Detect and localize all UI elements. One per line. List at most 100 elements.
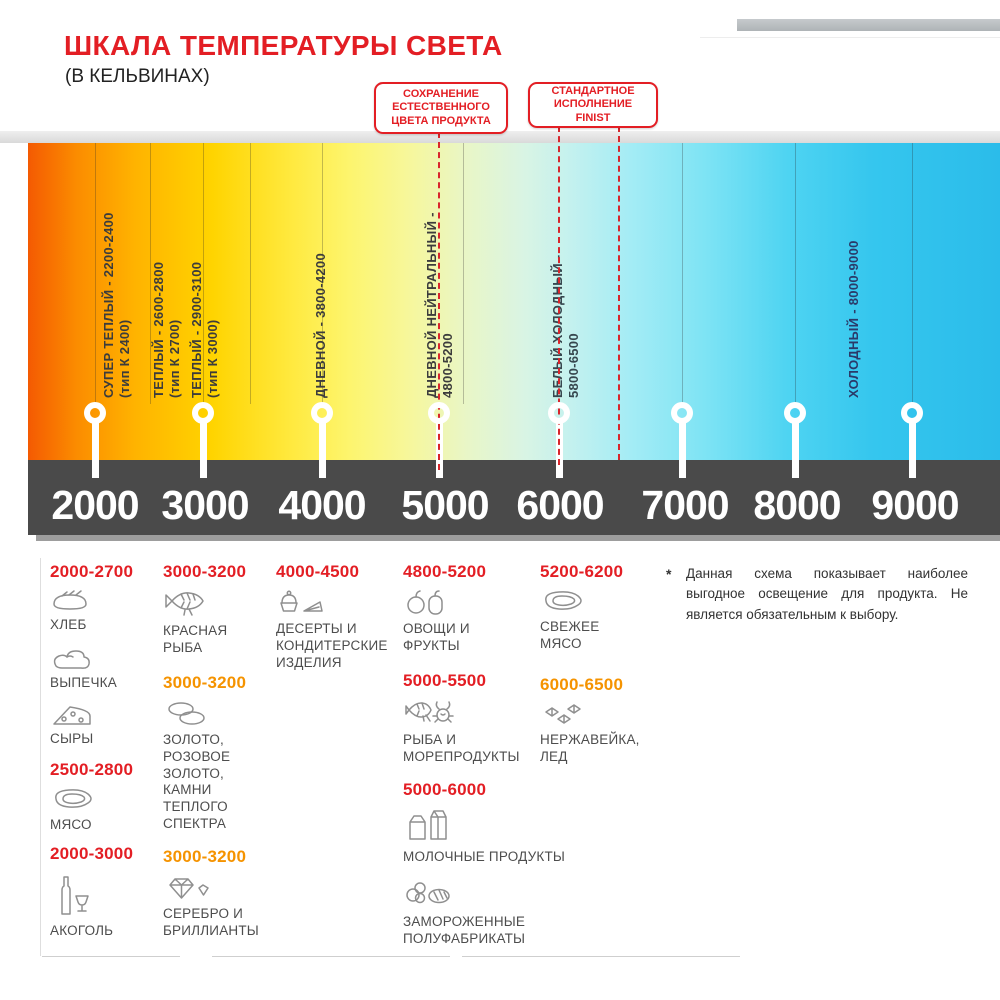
grid-line <box>203 143 204 404</box>
legend-entry: СВЕЖЕЕ МЯСО <box>540 586 665 653</box>
temp-range: 5000-6000 <box>403 779 487 799</box>
scale-pin <box>311 402 333 424</box>
legend-entry: ДЕСЕРТЫ И КОНДИТЕРСКИЕ ИЗДЕЛИЯ <box>276 586 398 672</box>
kelvin-tick-7000: 7000 <box>641 482 729 528</box>
legend-entry: МЯСО <box>50 784 156 834</box>
dairy-icon <box>409 809 447 840</box>
kelvin-scale-bar <box>28 460 1000 535</box>
legend-entry: 6000-6500 <box>540 675 665 695</box>
bottom-edge-line <box>462 956 740 957</box>
dashed-line-finist-left <box>558 126 560 465</box>
kelvin-bar-shadow <box>36 535 1000 541</box>
fresh-meat-icon <box>545 591 582 610</box>
legend-entry: 5000-6000 <box>403 780 588 800</box>
scale-pin-stem <box>200 420 207 478</box>
legend-label: АКОГОЛЬ <box>50 922 114 938</box>
band-label-warm-2700: ТЕПЛЫЙ - 2600-2800 (тип К 2700) <box>151 261 182 398</box>
temp-range: 2500-2800 <box>50 759 134 779</box>
legend-label: МОЛОЧНЫЕ ПРОДУКТЫ <box>403 848 566 864</box>
diamond-icon <box>169 878 209 899</box>
callout-preserve-color: СОХРАНЕНИЕ ЕСТЕСТВЕННОГО ЦВЕТА ПРОДУКТА <box>374 82 508 134</box>
scale-pin-stem <box>909 420 916 478</box>
legend-entry: 2000-3000 <box>50 844 156 864</box>
grid-line <box>912 143 913 404</box>
scale-pin <box>84 402 106 424</box>
legend-label: СЫРЫ <box>50 730 94 746</box>
band-label-day: ДНЕВНОЙ - 3800-4200 <box>313 253 328 398</box>
seafood-icon <box>405 701 454 723</box>
legend-column-2: 3000-3200 КРАСНАЯ РЫБА 3000-3200 ЗОЛОТО,… <box>163 562 275 940</box>
croissant-icon <box>53 650 90 669</box>
legend-entry: ВЫПЕЧКА <box>50 642 156 692</box>
legend-entry: 3000-3200 <box>163 847 275 867</box>
legend-label: ЗАМОРОЖЕННЫЕ ПОЛУФАБРИКАТЫ <box>403 914 526 947</box>
legend-entry: 5200-6200 <box>540 562 665 582</box>
vegetables-icon <box>407 590 443 615</box>
scale-pin-stem <box>319 420 326 478</box>
grid-line <box>795 143 796 404</box>
legend-label: РЫБА И МОРЕПРОДУКТЫ <box>403 731 520 764</box>
legend-entry: 3000-3200 <box>163 562 275 582</box>
temp-range: 5200-6200 <box>540 562 624 581</box>
temp-range: 3000-3200 <box>163 672 247 692</box>
page-subtitle: (В КЕЛЬВИНАХ) <box>65 66 210 87</box>
legend-entry: ЗАМОРОЖЕННЫЕ ПОЛУФАБРИКАТЫ <box>403 877 588 948</box>
bottom-edge-line <box>42 956 180 957</box>
legend-entry: РЫБА И МОРЕПРОДУКТЫ <box>403 695 588 766</box>
temp-range: 3000-3200 <box>163 562 247 581</box>
color-temperature-gradient <box>28 143 1000 460</box>
legend-label: ВЫПЕЧКА <box>50 674 117 690</box>
kelvin-tick-4000: 4000 <box>278 482 366 528</box>
legend-column-3: 4000-4500 ДЕСЕРТЫ И КОНДИТЕРСКИЕ ИЗДЕЛИЯ <box>276 562 398 672</box>
legend-label: СВЕЖЕЕ МЯСО <box>540 619 600 651</box>
band-label-warm-3000: ТЕПЛЫЙ - 2900-3100 (тип К 3000) <box>189 261 220 398</box>
band-label-cold: ХОЛОДНЫЙ - 8000-9000 <box>846 240 861 398</box>
desserts-icon <box>280 590 323 612</box>
kelvin-tick-6000: 6000 <box>516 482 604 528</box>
rings-icon <box>168 702 205 725</box>
legend-label: НЕРЖАВЕЙКА, ЛЕД <box>540 731 640 764</box>
kelvin-tick-3000: 3000 <box>161 482 249 528</box>
footnote-star: * <box>666 566 672 582</box>
scale-pin <box>548 402 570 424</box>
fish-icon <box>165 592 204 616</box>
grid-line <box>150 143 151 404</box>
scale-pin <box>428 402 450 424</box>
callout-preserve-color-text: СОХРАНЕНИЕ ЕСТЕСТВЕННОГО ЦВЕТА ПРОДУКТА <box>391 87 491 127</box>
dashed-line-finist-right <box>618 126 620 460</box>
scale-pin-stem <box>792 420 799 478</box>
cheese-icon <box>53 706 91 725</box>
top-right-bar <box>737 19 1000 31</box>
legend-entry: ХЛЕБ <box>50 588 156 634</box>
legend-label: СЕРЕБРО И БРИЛЛИАНТЫ <box>163 906 259 938</box>
legend-entry: 4800-5200 <box>403 562 588 582</box>
top-right-line <box>700 37 1000 38</box>
frozen-icon <box>406 882 450 904</box>
left-edge-line <box>40 558 41 956</box>
band-label-super-warm: СУПЕР ТЕПЛЫЙ - 2200-2400 (тип К 2400) <box>101 212 132 398</box>
scale-pin-stem <box>679 420 686 478</box>
legend-column-5: 5200-6200 СВЕЖЕЕ МЯСО 6000-6500 НЕРЖАВЕЙ… <box>540 562 665 766</box>
legend-entry: ОВОЩИ И ФРУКТЫ <box>403 586 588 655</box>
ice-icon <box>545 704 581 724</box>
legend-entry: АКОГОЛЬ <box>50 868 156 940</box>
gray-separator-band <box>0 131 1000 143</box>
bottom-edge-line <box>212 956 450 957</box>
legend-entry: ЗОЛОТО, РОЗОВОЕ ЗОЛОТО, КАМНИ ТЕПЛОГО СП… <box>163 697 275 833</box>
scale-pin <box>784 402 806 424</box>
kelvin-tick-9000: 9000 <box>871 482 959 528</box>
scale-pin <box>671 402 693 424</box>
temp-range: 6000-6500 <box>540 674 624 694</box>
legend-entry: 5000-5500 <box>403 671 588 691</box>
band-label-white-cold: БЕЛЫЙ ХОЛОДНЫЙ - 5800-6500 <box>550 254 581 398</box>
temp-range: 2000-3000 <box>50 843 134 863</box>
legend-column-4: 4800-5200 ОВОЩИ И ФРУКТЫ 5000-5500 <box>403 562 588 948</box>
grid-line <box>463 143 464 404</box>
legend-entry: 2500-2800 <box>50 760 156 780</box>
temp-range: 4000-4500 <box>276 562 360 581</box>
legend-label: ХЛЕБ <box>50 617 87 632</box>
legend-column-1: 2000-2700 ХЛЕБ ВЫПЕЧКА СЫРЫ 2500-2800 <box>50 562 156 939</box>
scale-pin <box>901 402 923 424</box>
temp-range: 4800-5200 <box>403 562 487 581</box>
